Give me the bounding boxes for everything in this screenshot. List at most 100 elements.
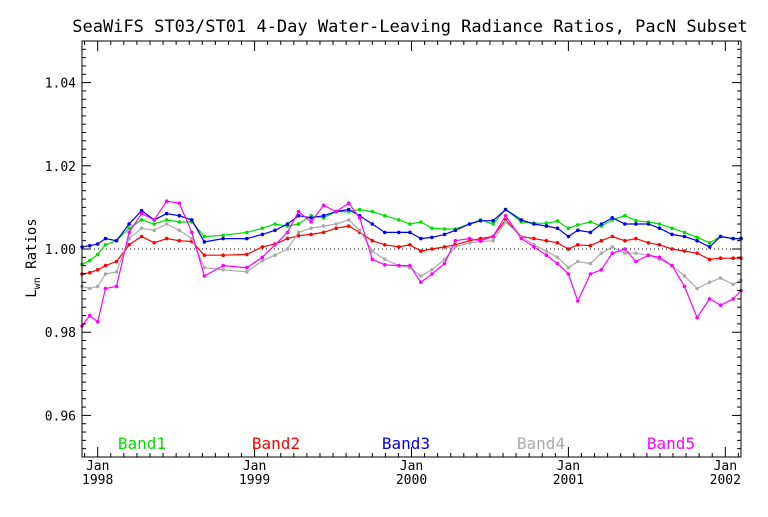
data-point-band1 xyxy=(202,234,207,239)
data-point-band4 xyxy=(718,276,723,280)
x-tick-year-label: 1999 xyxy=(239,473,270,488)
data-point-band3 xyxy=(139,208,144,213)
data-point-band2 xyxy=(576,243,580,247)
data-point-band1 xyxy=(634,218,638,223)
data-point-band5 xyxy=(245,265,249,270)
data-point-band5 xyxy=(430,272,434,276)
data-point-band4 xyxy=(453,245,458,249)
x-tick-year-label: 2000 xyxy=(396,473,427,488)
data-point-band2 xyxy=(442,245,447,249)
data-point-band2 xyxy=(114,259,119,264)
data-point-band2 xyxy=(346,224,351,228)
data-point-band3 xyxy=(491,218,495,223)
data-point-band5 xyxy=(453,238,458,243)
data-point-band4 xyxy=(503,220,508,224)
data-point-band4 xyxy=(285,247,290,251)
data-point-band3 xyxy=(383,230,387,235)
data-point-band1 xyxy=(273,222,277,226)
data-point-band2 xyxy=(408,243,412,247)
data-point-band3 xyxy=(670,232,674,237)
data-point-band5 xyxy=(273,243,277,247)
data-point-band3 xyxy=(467,222,472,226)
data-point-band3 xyxy=(321,213,326,218)
data-point-band5 xyxy=(588,272,593,276)
data-point-band5 xyxy=(103,286,108,291)
data-point-band5 xyxy=(555,261,560,266)
data-point-band5 xyxy=(682,284,687,289)
data-point-band3 xyxy=(370,222,375,226)
data-point-band4 xyxy=(357,228,362,233)
data-point-band4 xyxy=(419,274,423,278)
data-point-band1 xyxy=(260,226,265,230)
data-point-band4 xyxy=(576,259,580,264)
data-point-band2 xyxy=(245,252,249,257)
data-point-band5 xyxy=(334,209,339,214)
data-point-band5 xyxy=(202,274,207,278)
data-point-band1 xyxy=(139,218,144,222)
data-point-band4 xyxy=(152,228,156,233)
data-point-band1 xyxy=(95,252,100,257)
data-point-band5 xyxy=(576,299,580,303)
data-point-band4 xyxy=(273,253,277,257)
data-point-band2 xyxy=(202,253,207,257)
data-point-band5 xyxy=(634,259,638,264)
data-point-band1 xyxy=(383,213,387,218)
data-point-band2 xyxy=(397,245,401,249)
legend-label-band4: Band4 xyxy=(517,434,565,453)
data-point-band5 xyxy=(296,209,301,214)
data-point-band3 xyxy=(623,222,627,226)
data-point-band2 xyxy=(164,236,169,241)
data-point-band5 xyxy=(646,253,651,257)
data-point-band2 xyxy=(599,238,604,243)
data-point-band5 xyxy=(544,253,549,257)
data-point-band5 xyxy=(731,297,735,301)
x-tick-month-label: Jan xyxy=(400,459,423,474)
data-point-band1 xyxy=(408,222,412,226)
data-point-band1 xyxy=(245,230,249,235)
data-point-band2 xyxy=(566,247,571,251)
data-point-band5 xyxy=(383,263,387,267)
data-point-band2 xyxy=(177,238,182,243)
data-point-band3 xyxy=(309,216,313,220)
data-point-band3 xyxy=(273,228,277,233)
data-point-band5 xyxy=(478,238,483,243)
data-point-band5 xyxy=(190,230,194,235)
data-point-band2 xyxy=(588,243,593,248)
data-point-band5 xyxy=(260,255,265,260)
data-point-band4 xyxy=(566,265,571,270)
data-point-band3 xyxy=(453,228,458,233)
data-point-band2 xyxy=(670,247,674,251)
data-point-band5 xyxy=(152,218,156,222)
data-point-band2 xyxy=(103,263,108,268)
data-point-band2 xyxy=(707,257,712,262)
data-point-band4 xyxy=(430,268,434,272)
data-point-band4 xyxy=(103,272,108,276)
data-point-band1 xyxy=(152,222,156,226)
data-point-band2 xyxy=(532,236,536,241)
data-point-band2 xyxy=(682,249,687,253)
data-point-band4 xyxy=(139,226,144,230)
y-tick-label: 1.00 xyxy=(45,243,76,258)
data-point-band2 xyxy=(623,238,627,243)
data-point-band5 xyxy=(442,261,447,266)
data-point-band5 xyxy=(503,213,508,218)
data-point-band5 xyxy=(599,268,604,272)
data-point-band3 xyxy=(599,222,604,226)
data-point-band5 xyxy=(519,236,524,241)
data-point-band3 xyxy=(430,235,434,240)
data-point-band4 xyxy=(321,224,326,228)
legend-layer: Band1 Band2 Band3 Band4 Band5 xyxy=(118,434,695,453)
data-point-band2 xyxy=(718,256,723,261)
data-point-band1 xyxy=(491,222,495,226)
data-point-band5 xyxy=(695,315,699,320)
data-point-band1 xyxy=(544,221,549,225)
data-point-band4 xyxy=(164,222,169,226)
data-point-band1 xyxy=(419,220,423,224)
data-point-band2 xyxy=(260,245,265,249)
data-point-band4 xyxy=(190,236,194,241)
data-point-band3 xyxy=(566,234,571,239)
data-point-band3 xyxy=(576,228,580,233)
data-point-band5 xyxy=(397,263,401,268)
data-point-band4 xyxy=(245,270,249,274)
y-tick-label: 0.98 xyxy=(45,326,76,341)
